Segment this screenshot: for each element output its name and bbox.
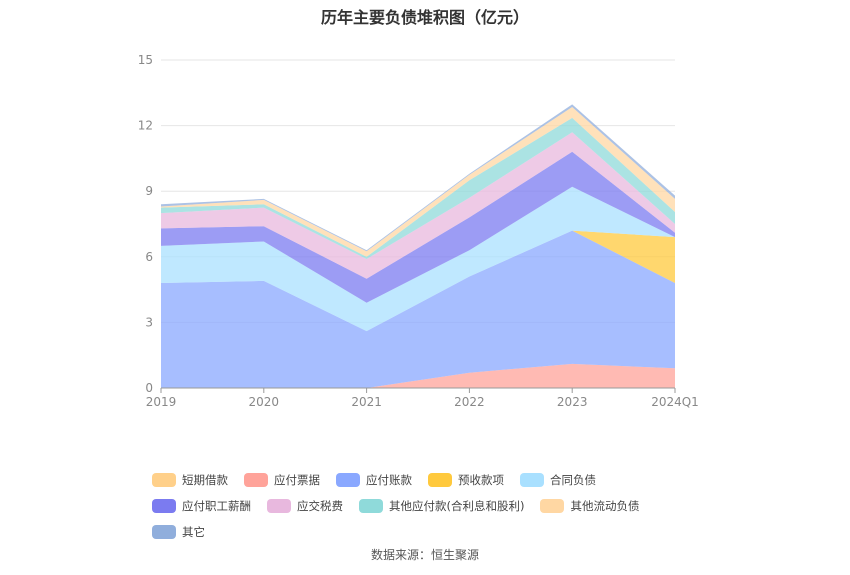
x-tick-label: 2020 xyxy=(249,395,280,409)
legend-item-9[interactable]: 其它 xyxy=(152,524,205,540)
area-series-5 xyxy=(161,151,675,303)
legend-label: 应交税费 xyxy=(297,499,343,513)
legend-label: 应付账款 xyxy=(366,473,412,487)
legend-item-8[interactable]: 其他流动负债 xyxy=(540,498,639,514)
y-tick-label: 3 xyxy=(145,315,153,329)
area-series-group xyxy=(161,104,675,388)
legend-swatch xyxy=(336,473,360,487)
legend-item-7[interactable]: 其他应付款(合利息和股利) xyxy=(359,498,524,514)
legend-label: 预收款项 xyxy=(458,473,504,487)
legend-item-6[interactable]: 应交税费 xyxy=(267,498,343,514)
legend-label: 应付票据 xyxy=(274,473,320,487)
legend-label: 其它 xyxy=(182,525,205,539)
legend-swatch xyxy=(267,499,291,513)
legend-label: 合同负债 xyxy=(550,473,596,487)
legend-swatch xyxy=(152,499,176,513)
legend-swatch xyxy=(359,499,383,513)
y-tick-label: 0 xyxy=(145,381,153,395)
area-series-4 xyxy=(161,186,675,332)
legend-label: 其他流动负债 xyxy=(570,499,640,513)
y-tick-label: 12 xyxy=(138,119,153,133)
legend-swatch xyxy=(428,473,452,487)
legend-item-1[interactable]: 应付票据 xyxy=(244,472,320,488)
legend-item-5[interactable]: 应付职工薪酬 xyxy=(152,498,251,514)
legend-item-3[interactable]: 预收款项 xyxy=(428,472,504,488)
chart-title: 历年主要负债堆积图（亿元） xyxy=(320,8,529,27)
area-series-3 xyxy=(161,230,675,332)
legend-swatch xyxy=(244,473,268,487)
x-tick-label: 2023 xyxy=(557,395,588,409)
legend-swatch xyxy=(540,499,565,513)
x-tick-label: 2024Q1 xyxy=(651,395,699,409)
legend-item-4[interactable]: 合同负债 xyxy=(520,472,596,488)
x-tick-label: 2022 xyxy=(454,395,485,409)
area-series-1 xyxy=(161,363,675,388)
legend-swatch xyxy=(520,473,544,487)
legend-swatch xyxy=(152,525,176,539)
legend-label: 应付职工薪酬 xyxy=(182,499,251,513)
stacked-area-chart: 0 3 6 9 12 15 2019 2020 2021 2022 2023 2024Q1 xyxy=(138,53,699,409)
x-tick-label: 2019 xyxy=(146,395,177,409)
y-tick-label: 15 xyxy=(138,53,153,67)
legend-item-2[interactable]: 应付账款 xyxy=(336,472,412,488)
y-tick-label: 6 xyxy=(145,250,153,264)
legend-item-0[interactable]: 短期借款 xyxy=(152,472,228,488)
legend-swatch xyxy=(152,473,176,487)
axes: 0 3 6 9 12 15 2019 2020 2021 2022 2023 2024Q1 xyxy=(138,53,699,409)
area-series-2 xyxy=(161,230,675,388)
legend-label: 其他应付款(合利息和股利) xyxy=(389,499,525,513)
legend: 短期借款 应付票据 应付账款 预收款项 合同负债应付职工薪酬 应交税费 其他应付款(合利息和… xyxy=(152,472,712,540)
x-tick-label: 2021 xyxy=(351,395,382,409)
y-tick-label: 9 xyxy=(145,184,153,198)
legend-label: 短期借款 xyxy=(182,473,228,487)
data-source-note: 数据来源：恒生聚源 xyxy=(370,548,479,562)
